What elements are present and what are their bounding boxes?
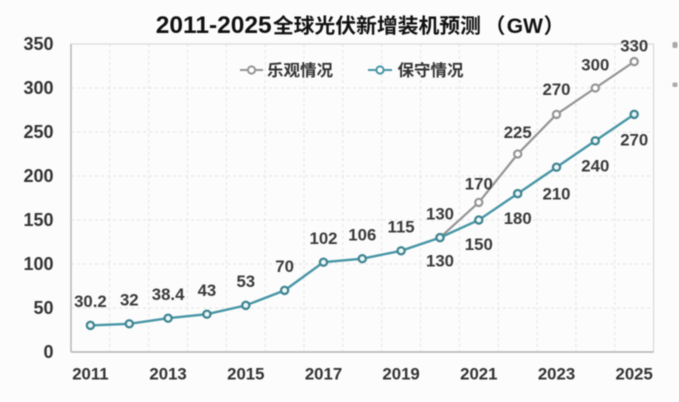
svg-text:2021: 2021 [460,365,497,384]
svg-text:300: 300 [23,78,53,98]
svg-text:225: 225 [504,123,532,142]
svg-text:53: 53 [236,272,255,291]
svg-text:2011-2025: 2011-2025 [156,12,272,39]
svg-text:170: 170 [465,175,493,194]
svg-text:50: 50 [33,298,53,318]
svg-text:130: 130 [426,252,454,271]
svg-text:43: 43 [198,281,217,300]
svg-text:115: 115 [388,218,415,237]
svg-text:2013: 2013 [149,365,186,384]
svg-text:0: 0 [43,342,53,362]
svg-text:130: 130 [426,204,454,223]
svg-text:GW: GW [507,15,543,38]
svg-text:270: 270 [543,80,571,99]
svg-text:38.4: 38.4 [152,285,185,304]
svg-text:210: 210 [543,184,571,203]
svg-text:2019: 2019 [382,365,419,384]
svg-text:180: 180 [504,209,532,228]
svg-text:270: 270 [620,130,648,149]
svg-text:150: 150 [23,210,53,230]
svg-text:200: 200 [23,166,53,186]
svg-text:70: 70 [275,257,294,276]
svg-text:2023: 2023 [538,365,575,384]
svg-text:350: 350 [23,34,53,54]
svg-text:2015: 2015 [227,365,264,384]
svg-text:2017: 2017 [305,365,342,384]
svg-text:2025: 2025 [616,365,653,384]
svg-text:250: 250 [23,122,53,142]
svg-text:150: 150 [465,235,493,254]
svg-text:102: 102 [310,229,338,248]
svg-text:330: 330 [620,36,648,55]
svg-text:30.2: 30.2 [74,292,107,311]
svg-text:106: 106 [348,225,376,244]
svg-text:32: 32 [120,291,139,310]
svg-text:240: 240 [581,156,609,175]
svg-text:100: 100 [23,254,53,274]
svg-text:300: 300 [581,56,609,75]
svg-text:2011: 2011 [72,365,108,384]
